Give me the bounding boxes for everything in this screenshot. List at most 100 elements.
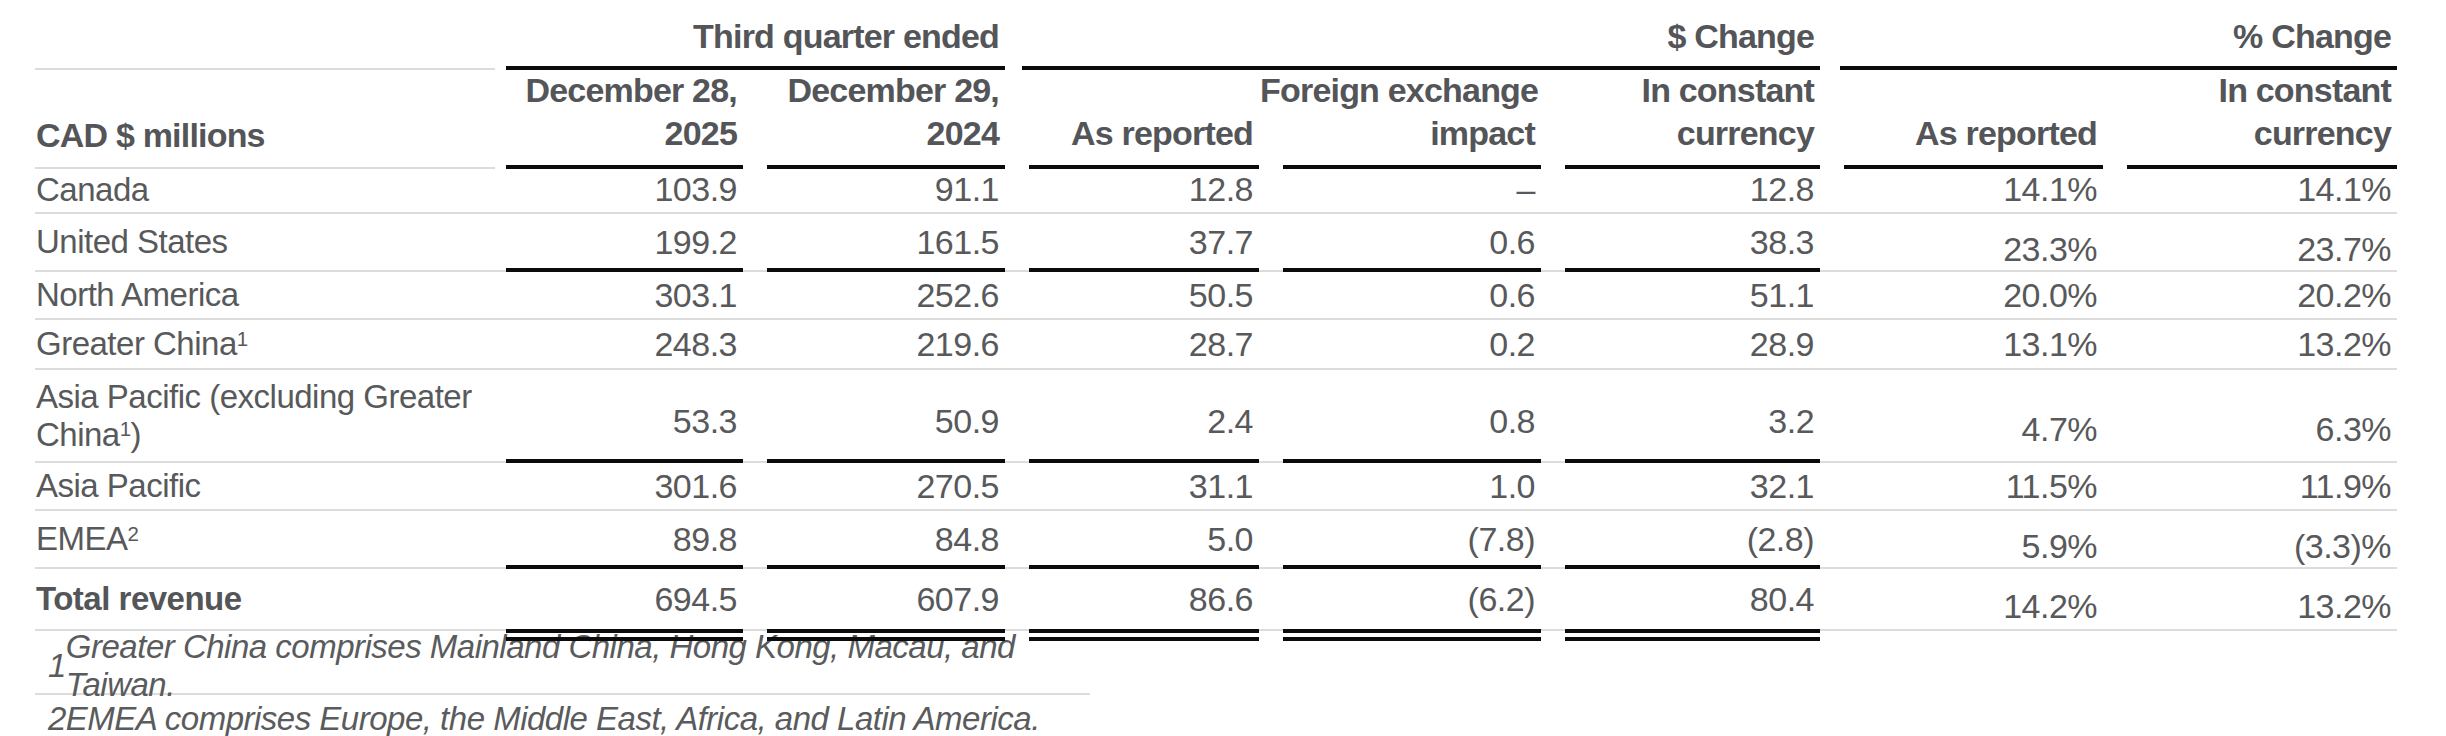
footnote-marker-superscript: 1 xyxy=(120,417,131,440)
row-label: Asia Pacific (excluding Greater China1) xyxy=(35,369,505,462)
col-header-line2: currency xyxy=(1542,112,1814,155)
col-group-percent-change: % Change xyxy=(1820,4,2397,68)
col-header-as-reported-dollar: As reported xyxy=(1005,68,1259,167)
row-label: Total revenue xyxy=(35,568,505,630)
value-cell: 13.1% xyxy=(1820,319,2103,369)
footnote-2: 2EMEA comprises Europe, the Middle East,… xyxy=(35,695,1090,736)
value-cell: 20.2% xyxy=(2103,271,2397,319)
footnote-1: 1Greater China comprises Mainland China,… xyxy=(35,639,1090,695)
col-header-fx-impact: Foreign exchange impact xyxy=(1259,68,1541,167)
row-label-text: EMEA xyxy=(36,520,128,557)
value-cell: 694.5 xyxy=(505,568,743,630)
row-label-text: Canada xyxy=(36,171,149,208)
col-header-line1: December 28, xyxy=(506,69,737,112)
value-cell: 4.7% xyxy=(1820,369,2103,462)
value-cell: 303.1 xyxy=(505,271,743,319)
row-label: Asia Pacific xyxy=(35,462,505,510)
table-row-canada: Canada 103.9 91.1 12.8 – 12.8 14.1% 14.1… xyxy=(35,167,2397,213)
value-cell: (7.8) xyxy=(1259,510,1541,568)
value-cell: 11.9% xyxy=(2103,462,2397,510)
value-cell: 86.6 xyxy=(1005,568,1259,630)
col-group-third-quarter-ended: Third quarter ended xyxy=(505,4,1005,68)
table-row-total-revenue: Total revenue 694.5 607.9 86.6 (6.2) 80.… xyxy=(35,568,2397,630)
row-label: Canada xyxy=(35,167,505,213)
col-header-line1: Foreign exchange xyxy=(1260,69,1535,112)
value-cell: 13.2% xyxy=(2103,319,2397,369)
value-cell: 51.1 xyxy=(1541,271,1820,319)
table-row-greater-china: Greater China1 248.3 219.6 28.7 0.2 28.9… xyxy=(35,319,2397,369)
value-cell: 14.2% xyxy=(1820,568,2103,630)
value-cell: 199.2 xyxy=(505,213,743,271)
table-row-north-america: North America 303.1 252.6 50.5 0.6 51.1 … xyxy=(35,271,2397,319)
value-cell: 5.9% xyxy=(1820,510,2103,568)
row-label: North America xyxy=(35,271,505,319)
value-cell: 89.8 xyxy=(505,510,743,568)
value-cell: 23.7% xyxy=(2103,213,2397,271)
value-cell: 103.9 xyxy=(505,167,743,213)
footnotes-section: 1Greater China comprises Mainland China,… xyxy=(35,639,2446,736)
table-row-emea: EMEA2 89.8 84.8 5.0 (7.8) (2.8) 5.9% (3.… xyxy=(35,510,2397,568)
value-cell: 270.5 xyxy=(743,462,1005,510)
value-cell: (6.2) xyxy=(1259,568,1541,630)
value-cell: 219.6 xyxy=(743,319,1005,369)
value-cell: 6.3% xyxy=(2103,369,2397,462)
value-cell: 0.6 xyxy=(1259,213,1541,271)
table-row-asia-pacific-excl-greater-china: Asia Pacific (excluding Greater China1) … xyxy=(35,369,2397,462)
col-header-line2: impact xyxy=(1260,112,1535,155)
value-cell: (2.8) xyxy=(1541,510,1820,568)
value-cell: 32.1 xyxy=(1541,462,1820,510)
col-header-as-reported-percent: As reported xyxy=(1820,68,2103,167)
value-cell: 3.2 xyxy=(1541,369,1820,462)
value-cell: 31.1 xyxy=(1005,462,1259,510)
value-cell: 14.1% xyxy=(2103,167,2397,213)
value-cell: 248.3 xyxy=(505,319,743,369)
footnote-marker-superscript: 2 xyxy=(128,522,139,545)
col-header-constant-currency-dollar: In constant currency xyxy=(1541,68,1820,167)
table-row-asia-pacific: Asia Pacific 301.6 270.5 31.1 1.0 32.1 1… xyxy=(35,462,2397,510)
value-cell: (3.3)% xyxy=(2103,510,2397,568)
value-cell: 50.5 xyxy=(1005,271,1259,319)
value-cell: 1.0 xyxy=(1259,462,1541,510)
value-cell: 0.2 xyxy=(1259,319,1541,369)
value-cell: 252.6 xyxy=(743,271,1005,319)
footnote-text: EMEA comprises Europe, the Middle East, … xyxy=(66,700,1040,736)
value-cell: 0.8 xyxy=(1259,369,1541,462)
row-label-text: Asia Pacific xyxy=(36,467,201,504)
footnote-marker-superscript: 1 xyxy=(237,327,248,350)
col-header-constant-currency-percent: In constant currency xyxy=(2103,68,2397,167)
row-label-text: Total revenue xyxy=(36,580,242,617)
col-header-line2: As reported xyxy=(1821,112,2097,155)
row-label-text: United States xyxy=(36,223,228,260)
footnote-marker: 2 xyxy=(48,700,66,736)
value-cell: – xyxy=(1259,167,1541,213)
col-header-line2: currency xyxy=(2104,112,2391,155)
value-cell: 50.9 xyxy=(743,369,1005,462)
value-cell: 5.0 xyxy=(1005,510,1259,568)
value-cell: 2.4 xyxy=(1005,369,1259,462)
value-cell: 0.6 xyxy=(1259,271,1541,319)
value-cell: 12.8 xyxy=(1541,167,1820,213)
group-row-spacer xyxy=(35,4,505,68)
col-header-line2: 2024 xyxy=(744,112,999,155)
page: { "colors": { "text": "#58595b", "rule_b… xyxy=(0,0,2446,736)
value-cell: 20.0% xyxy=(1820,271,2103,319)
row-label: United States xyxy=(35,213,505,271)
footnote-marker: 1 xyxy=(48,647,66,685)
value-cell: 11.5% xyxy=(1820,462,2103,510)
value-cell: 28.7 xyxy=(1005,319,1259,369)
value-cell: 28.9 xyxy=(1541,319,1820,369)
col-header-line2: As reported xyxy=(1006,112,1253,155)
value-cell: 607.9 xyxy=(743,568,1005,630)
value-cell: 161.5 xyxy=(743,213,1005,271)
row-label-text: Greater China xyxy=(36,325,237,362)
value-cell: 13.2% xyxy=(2103,568,2397,630)
value-cell: 301.6 xyxy=(505,462,743,510)
value-cell: 80.4 xyxy=(1541,568,1820,630)
row-label-text: North America xyxy=(36,276,239,313)
row-label: EMEA2 xyxy=(35,510,505,568)
row-label: Greater China1 xyxy=(35,319,505,369)
revenue-by-region-table: Third quarter ended $ Change % Change CA… xyxy=(35,4,2397,631)
col-header-line1: In constant xyxy=(1542,69,1814,112)
corner-label: CAD $ millions xyxy=(35,68,505,167)
row-label-suffix: ) xyxy=(131,416,142,453)
